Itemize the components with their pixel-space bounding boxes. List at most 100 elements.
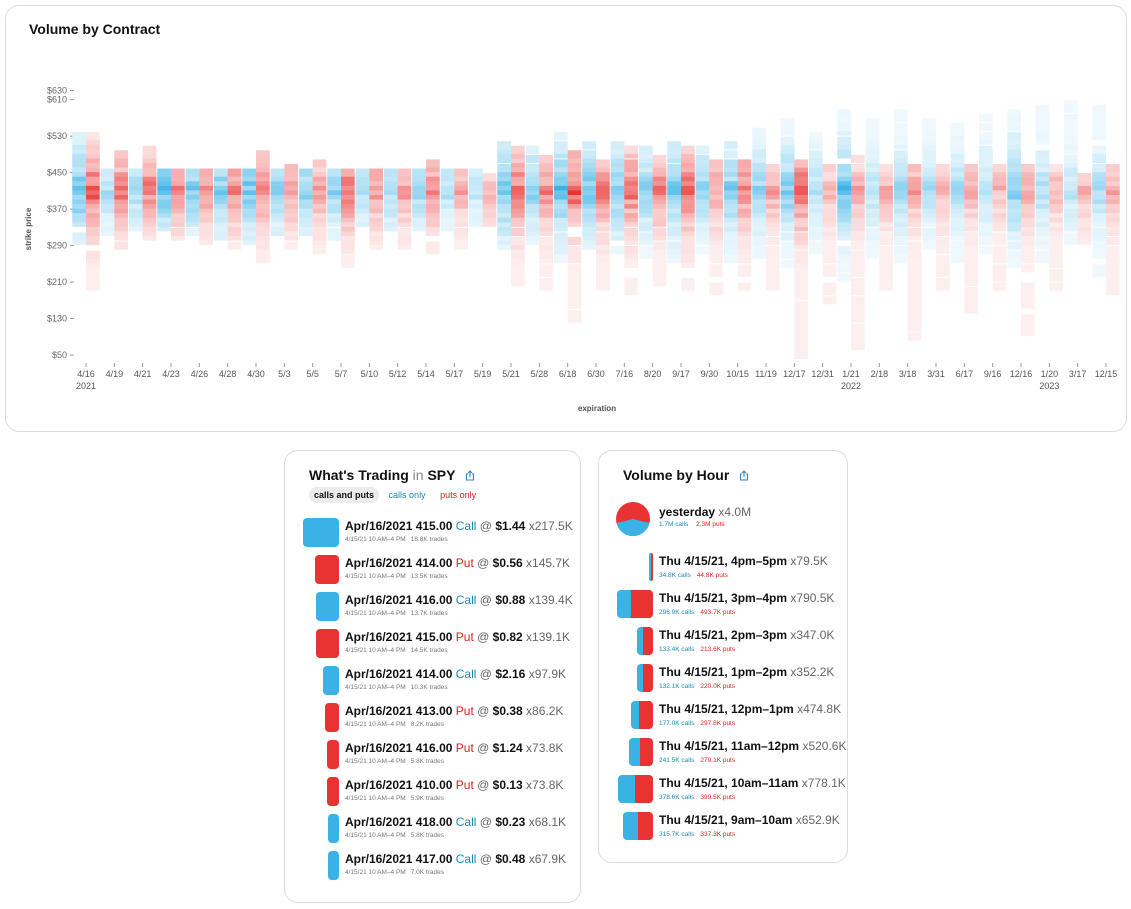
expiration-column[interactable] (327, 168, 355, 268)
trade-row[interactable]: Apr/16/2021 416.00 Put @ $1.24 x73.8K 4/1… (301, 737, 571, 773)
expiration-column[interactable] (554, 132, 582, 323)
trade-row[interactable]: Apr/16/2021 415.00 Put @ $0.82 x139.1K 4/… (301, 626, 571, 662)
trade-price: $0.82 (492, 630, 523, 644)
put-volume-cell (681, 168, 695, 177)
put-volume-cell (341, 218, 355, 227)
hour-row[interactable]: Thu 4/15/21, 4pm–5pm x79.5K 34.8K calls 44… (615, 551, 845, 585)
expiration-column[interactable] (185, 168, 213, 246)
put-volume-cell (964, 259, 978, 268)
expiration-column[interactable] (299, 159, 327, 255)
trade-row[interactable]: Apr/16/2021 415.00 Call @ $1.44 x217.5K 4… (301, 515, 573, 551)
expiration-column[interactable] (809, 132, 837, 305)
call-volume-cell (695, 173, 710, 182)
put-volume-cell (822, 214, 837, 223)
hour-row[interactable]: Thu 4/15/21, 11am–12pm x520.6K 241.5K cal… (615, 736, 846, 770)
call-volume-cell (950, 214, 965, 223)
expiration-column[interactable] (157, 168, 185, 241)
expiration-column[interactable] (384, 168, 412, 250)
expiration-column[interactable] (412, 159, 440, 255)
put-volume-cell (1077, 227, 1092, 236)
call-volume-cell (752, 127, 766, 136)
put-volume-cell (822, 227, 837, 236)
filter-puts-only[interactable]: puts only (440, 490, 477, 500)
expiration-column[interactable] (780, 118, 808, 360)
expiration-column[interactable] (667, 141, 695, 291)
trade-contract: Apr/16/2021 414.00 (345, 556, 453, 570)
expiration-column[interactable] (242, 150, 270, 264)
put-volume-cell (397, 168, 412, 177)
expiration-column[interactable] (1064, 100, 1092, 246)
hour-row[interactable]: Thu 4/15/21, 2pm–3pm x347.0K 133.4K calls… (615, 625, 845, 659)
volume-heatmap[interactable]: $50$130$210$290$370$450$530$610$630strik… (6, 6, 1128, 433)
call-volume-cell (979, 227, 993, 236)
call-volume-cell (497, 182, 511, 191)
expiration-column[interactable] (214, 168, 242, 250)
hour-calls-bar (637, 664, 643, 692)
expiration-column[interactable] (1007, 109, 1035, 337)
filter-calls-only[interactable]: calls only (388, 490, 426, 500)
put-volume-cell (907, 195, 922, 205)
expiration-column[interactable] (497, 141, 525, 287)
expiration-column[interactable] (950, 122, 978, 314)
filter-calls-and-puts[interactable]: calls and puts (309, 487, 380, 503)
expiration-column[interactable] (582, 141, 610, 291)
call-volume-cell (865, 205, 880, 214)
expiration-column[interactable] (922, 118, 950, 291)
expiration-column[interactable] (129, 145, 157, 241)
expiration-column[interactable] (724, 141, 752, 291)
put-volume-cell (397, 232, 412, 241)
put-volume-cell (822, 218, 837, 227)
put-volume-cell (794, 341, 808, 350)
call-volume-cell (72, 205, 86, 214)
yesterday-row[interactable]: yesterday x4.0M 1.7M calls 2.3M puts (615, 501, 845, 537)
put-volume-cell (511, 236, 525, 246)
call-volume-cell (865, 182, 880, 191)
expiration-column[interactable] (894, 109, 922, 341)
put-volume-cell (851, 205, 865, 214)
hour-label: Thu 4/15/21, 3pm–4pm (659, 591, 788, 605)
expiration-column[interactable] (695, 145, 723, 296)
put-volume-cell (681, 163, 695, 173)
put-volume-cell (1021, 296, 1035, 305)
trade-row[interactable]: Apr/16/2021 416.00 Call @ $0.88 x139.4K 4… (301, 589, 573, 625)
hour-row[interactable]: Thu 4/15/21, 1pm–2pm x352.2K 132.1K calls… (615, 662, 845, 696)
share-icon[interactable] (739, 470, 749, 481)
hour-row[interactable]: Thu 4/15/21, 3pm–4pm x790.5K 296.9K calls… (615, 588, 845, 622)
expiration-column[interactable] (355, 168, 383, 250)
expiration-column[interactable] (100, 150, 128, 250)
hour-row[interactable]: Thu 4/15/21, 9am–10am x652.9K 315.7K call… (615, 810, 845, 844)
trade-row[interactable]: Apr/16/2021 413.00 Put @ $0.38 x86.2K 4/1… (301, 700, 571, 736)
expiration-column[interactable] (639, 145, 667, 287)
expiration-column[interactable] (1035, 104, 1063, 291)
expiration-column[interactable] (469, 168, 497, 227)
expiration-column[interactable] (72, 132, 100, 291)
put-volume-cell (171, 205, 185, 214)
trade-row[interactable]: Apr/16/2021 414.00 Call @ $2.16 x97.9K 4/… (301, 663, 571, 699)
call-volume-cell (894, 255, 908, 264)
expiration-column[interactable] (440, 168, 468, 250)
call-volume-cell (1064, 191, 1078, 200)
expiration-column[interactable] (270, 163, 298, 250)
trade-row[interactable]: Apr/16/2021 414.00 Put @ $0.56 x145.7K 4/… (301, 552, 571, 588)
hour-row[interactable]: Thu 4/15/21, 10am–11am x778.1K 378.6K cal… (615, 773, 846, 807)
expiration-column[interactable] (837, 109, 865, 350)
expiration-column[interactable] (525, 145, 553, 291)
expiration-column[interactable] (979, 113, 1007, 291)
expiration-column[interactable] (1092, 104, 1120, 296)
share-icon[interactable] (465, 470, 475, 481)
expiration-column[interactable] (610, 141, 638, 296)
call-volume-cell (497, 168, 511, 177)
trade-row[interactable]: Apr/16/2021 410.00 Put @ $0.13 x73.8K 4/1… (301, 774, 571, 810)
put-volume-cell (879, 246, 893, 255)
expiration-column[interactable] (865, 118, 893, 291)
trade-volume: x217.5K (528, 519, 573, 533)
trade-row[interactable]: Apr/16/2021 418.00 Call @ $0.23 x68.1K 4/… (301, 811, 571, 847)
call-volume-cell (412, 209, 426, 218)
put-volume-cell (1106, 255, 1120, 264)
put-volume-cell (652, 259, 667, 268)
trade-row[interactable]: Apr/16/2021 417.00 Call @ $0.48 x67.9K 4/… (301, 848, 571, 884)
expiration-column[interactable] (752, 127, 780, 291)
hour-row[interactable]: Thu 4/15/21, 12pm–1pm x474.8K 177.0K call… (615, 699, 845, 733)
trade-window: 4/15/21 10 AM–4 PM (345, 832, 406, 839)
put-volume-cell (681, 200, 695, 209)
